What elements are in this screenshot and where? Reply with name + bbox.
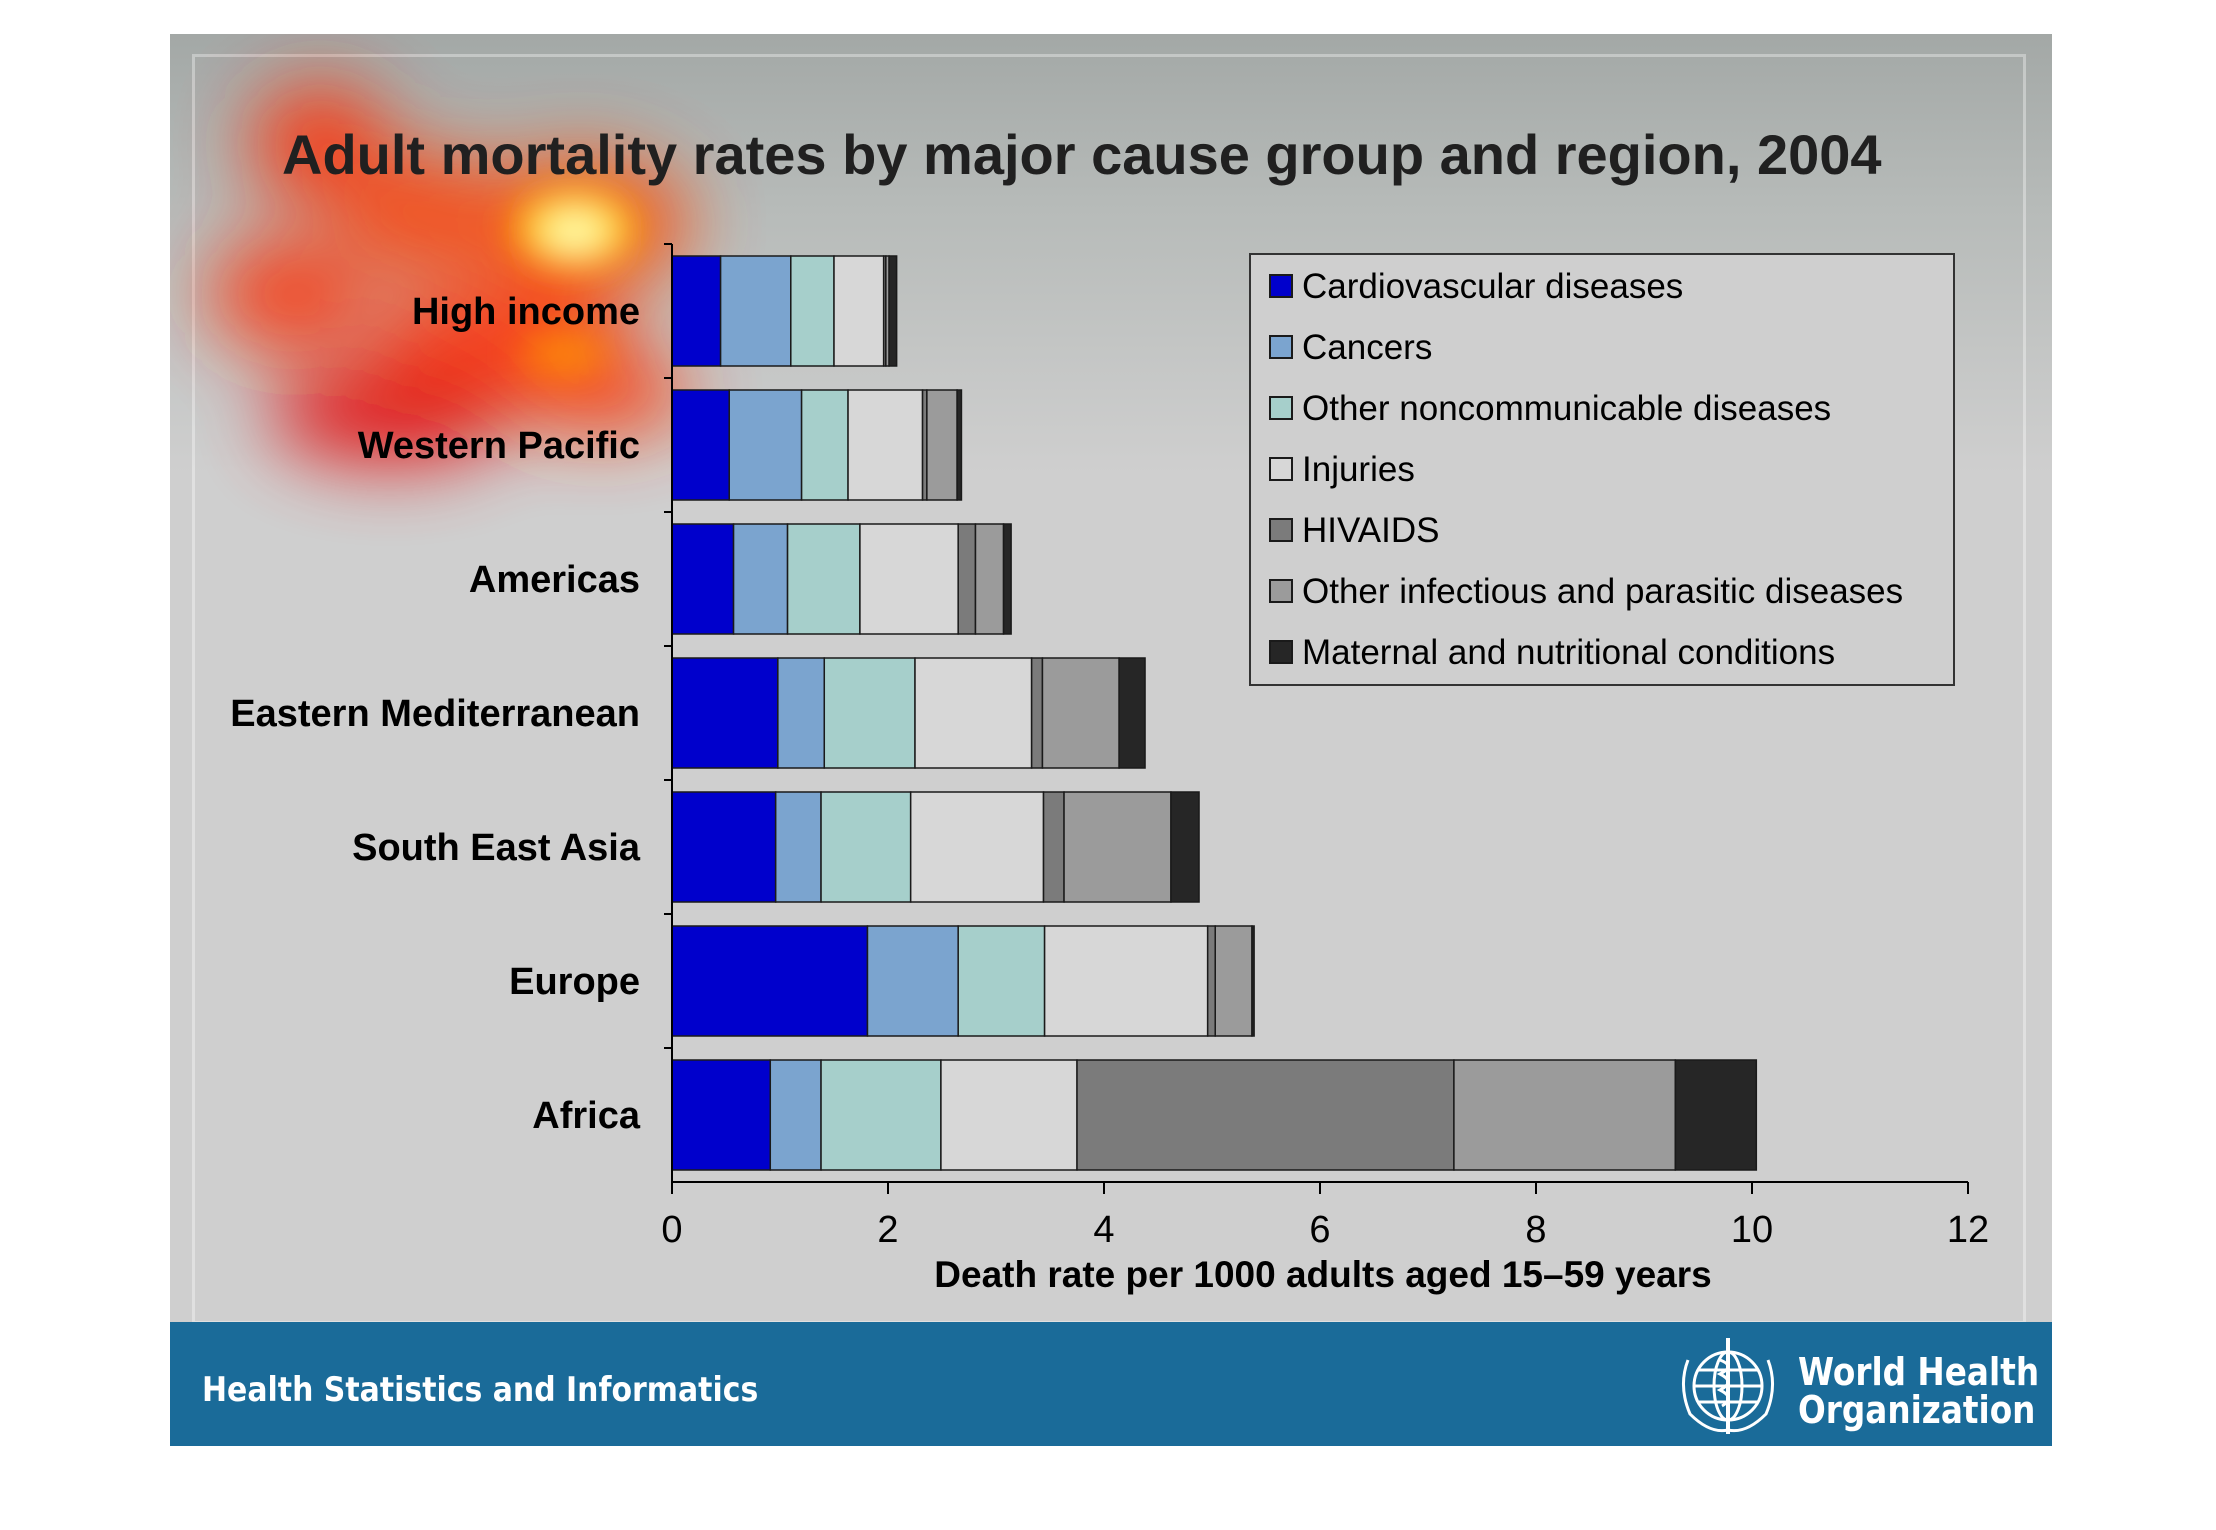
bar-americas-other-infectious-and-parasitic-diseases bbox=[974, 523, 1005, 635]
bar-high-income-maternal-and-nutritional-conditions bbox=[888, 255, 898, 367]
bar-europe-cancers bbox=[866, 925, 959, 1037]
bar-western-pacific-other-infectious-and-parasitic-diseases bbox=[926, 389, 958, 501]
bar-western-pacific-cardiovascular-diseases bbox=[671, 389, 730, 501]
x-axis-label: Death rate per 1000 adults aged 15–59 ye… bbox=[934, 1254, 1711, 1295]
bars-layer bbox=[671, 255, 1758, 1171]
category-label-eastern-mediterranean: Eastern Mediterranean bbox=[230, 693, 640, 735]
bar-europe-other-noncommunicable-diseases bbox=[957, 925, 1046, 1037]
legend-swatch-cancers bbox=[1269, 335, 1293, 359]
legend-label-cancers: Cancers bbox=[1302, 328, 1432, 367]
slide: Adult mortality rates by major cause gro… bbox=[170, 34, 2052, 1446]
legend-swatch-other-noncommunicable-diseases bbox=[1269, 396, 1293, 420]
x-tick-label: 12 bbox=[1947, 1209, 1989, 1251]
x-tick-label: 10 bbox=[1731, 1209, 1773, 1251]
legend-label-maternal-and-nutritional-conditions: Maternal and nutritional conditions bbox=[1302, 633, 1835, 672]
bar-americas-injuries bbox=[859, 523, 959, 635]
bar-africa-hivaids bbox=[1076, 1059, 1455, 1171]
chart: High income Western Pacific Americas Easter… bbox=[230, 243, 1989, 1295]
bar-south-east-asia-other-noncommunicable-diseases bbox=[820, 791, 912, 903]
x-tick-label: 2 bbox=[877, 1209, 898, 1251]
bar-americas-other-noncommunicable-diseases bbox=[786, 523, 861, 635]
bar-africa-cancers bbox=[769, 1059, 822, 1171]
category-label-western-pacific: Western Pacific bbox=[358, 425, 640, 467]
bar-south-east-asia-hivaids bbox=[1042, 791, 1065, 903]
bar-high-income-injuries bbox=[833, 255, 885, 367]
bar-western-pacific-injuries bbox=[847, 389, 924, 501]
bar-south-east-asia-cancers bbox=[774, 791, 822, 903]
category-labels: High income Western Pacific Americas Easter… bbox=[230, 291, 641, 1137]
bar-south-east-asia-injuries bbox=[909, 791, 1045, 903]
bar-europe-injuries bbox=[1043, 925, 1209, 1037]
bar-africa-cardiovascular-diseases bbox=[671, 1059, 772, 1171]
organization-name-line-1: World Health bbox=[1798, 1350, 2040, 1394]
organization-name-line-2: Organization bbox=[1798, 1388, 2036, 1432]
x-tick-label: 6 bbox=[1309, 1209, 1330, 1251]
bar-europe-cardiovascular-diseases bbox=[671, 925, 869, 1037]
legend-swatch-hivaids bbox=[1269, 518, 1293, 542]
bar-americas-cancers bbox=[732, 523, 789, 635]
bar-western-pacific-maternal-and-nutritional-conditions bbox=[956, 389, 963, 501]
category-label-africa: Africa bbox=[532, 1095, 641, 1137]
who-emblem-icon bbox=[1682, 1338, 1774, 1434]
legend-label-other-infectious-and-parasitic-diseases: Other infectious and parasitic diseases bbox=[1302, 572, 1903, 611]
bar-africa-other-noncommunicable-diseases bbox=[820, 1059, 942, 1171]
bar-western-pacific-cancers bbox=[728, 389, 803, 501]
bar-south-east-asia-other-infectious-and-parasitic-diseases bbox=[1063, 791, 1172, 903]
bar-europe-hivaids bbox=[1206, 925, 1216, 1037]
category-label-high-income: High income bbox=[412, 291, 640, 333]
bar-africa-maternal-and-nutritional-conditions bbox=[1674, 1059, 1758, 1171]
bar-eastern-mediterranean-cardiovascular-diseases bbox=[671, 657, 779, 769]
x-tick-label: 8 bbox=[1525, 1209, 1546, 1251]
bar-high-income-cancers bbox=[719, 255, 792, 367]
legend-label-injuries: Injuries bbox=[1302, 450, 1415, 489]
bar-americas-hivaids bbox=[957, 523, 977, 635]
bar-high-income-other-noncommunicable-diseases bbox=[790, 255, 835, 367]
chart-title: Adult mortality rates by major cause gro… bbox=[282, 123, 1882, 186]
bar-americas-maternal-and-nutritional-conditions bbox=[1002, 523, 1012, 635]
x-tick-label: 0 bbox=[661, 1209, 682, 1251]
bar-africa-other-infectious-and-parasitic-diseases bbox=[1453, 1059, 1677, 1171]
bar-europe-maternal-and-nutritional-conditions bbox=[1251, 925, 1255, 1037]
footer-bar: Health Statistics and Informatics World … bbox=[170, 1322, 2052, 1446]
legend-label-hivaids: HIVAIDS bbox=[1302, 511, 1439, 550]
legend-box bbox=[1249, 253, 1955, 686]
bar-eastern-mediterranean-cancers bbox=[777, 657, 826, 769]
bar-eastern-mediterranean-maternal-and-nutritional-conditions bbox=[1118, 657, 1146, 769]
bar-americas-cardiovascular-diseases bbox=[671, 523, 735, 635]
bar-eastern-mediterranean-injuries bbox=[914, 657, 1033, 769]
legend-swatch-cardiovascular-diseases bbox=[1269, 274, 1293, 298]
bar-south-east-asia-cardiovascular-diseases bbox=[671, 791, 777, 903]
bar-europe-other-infectious-and-parasitic-diseases bbox=[1214, 925, 1253, 1037]
legend-label-other-noncommunicable-diseases: Other noncommunicable diseases bbox=[1302, 389, 1831, 428]
bar-africa-injuries bbox=[940, 1059, 1078, 1171]
bar-eastern-mediterranean-other-noncommunicable-diseases bbox=[823, 657, 916, 769]
legend-swatch-injuries bbox=[1269, 457, 1293, 481]
bar-high-income-cardiovascular-diseases bbox=[671, 255, 722, 367]
category-label-europe: Europe bbox=[509, 961, 640, 1003]
footer-section-title: Health Statistics and Informatics bbox=[202, 1370, 759, 1410]
bar-eastern-mediterranean-hivaids bbox=[1030, 657, 1044, 769]
axes: 0 2 4 6 8 10 12 bbox=[661, 243, 1989, 1251]
x-tick-label: 4 bbox=[1093, 1209, 1114, 1251]
category-label-south-east-asia: South East Asia bbox=[352, 827, 641, 869]
legend-swatch-other-infectious-and-parasitic-diseases bbox=[1269, 579, 1293, 603]
bar-south-east-asia-maternal-and-nutritional-conditions bbox=[1170, 791, 1200, 903]
legend-label-cardiovascular-diseases: Cardiovascular diseases bbox=[1302, 267, 1683, 306]
category-label-americas: Americas bbox=[469, 559, 640, 601]
legend: Cardiovascular diseases Cancers Other nonc… bbox=[1249, 253, 1955, 686]
bar-western-pacific-other-noncommunicable-diseases bbox=[800, 389, 849, 501]
legend-swatch-maternal-and-nutritional-conditions bbox=[1269, 640, 1293, 664]
bar-eastern-mediterranean-other-infectious-and-parasitic-diseases bbox=[1041, 657, 1120, 769]
